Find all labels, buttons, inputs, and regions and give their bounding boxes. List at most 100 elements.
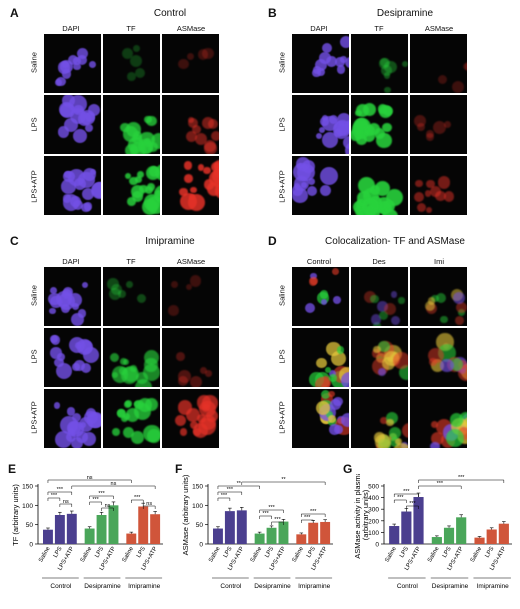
- significance-label: ***: [409, 501, 416, 507]
- y-axis-label: TF (arbitrary units): [11, 484, 20, 546]
- micrograph-tile: [103, 34, 160, 93]
- bar: [401, 511, 412, 544]
- micrograph-tile: [410, 389, 467, 448]
- group-label: Desipramine: [254, 583, 291, 590]
- micrograph-tile: [44, 267, 101, 326]
- bar: [213, 528, 223, 544]
- x-tick-label: LPS: [485, 546, 496, 559]
- micrograph-tile: [162, 34, 219, 93]
- micrograph-tile: [162, 267, 219, 326]
- significance-label: ***: [262, 511, 269, 517]
- significance-label: ***: [437, 481, 444, 487]
- y-axis-label: ASMase (arbitrary units): [181, 474, 190, 555]
- micrograph-tile: [410, 156, 467, 215]
- bar: [126, 533, 137, 544]
- significance-bracket: [101, 507, 114, 511]
- y-tick-label: 100: [22, 503, 33, 510]
- micrograph-tile: [162, 95, 219, 154]
- col-header-control: Control: [306, 257, 332, 266]
- bar: [486, 529, 497, 544]
- y-tick-label: 500: [368, 484, 379, 491]
- significance-bracket: [406, 505, 419, 509]
- x-tick-label: Saline: [250, 545, 264, 563]
- micrograph-tile: [351, 328, 408, 387]
- micrograph-tile: [351, 95, 408, 154]
- x-tick-label: Saline: [291, 545, 305, 563]
- bar: [498, 523, 509, 544]
- significance-bracket: [301, 513, 326, 517]
- micrograph-tile: [103, 156, 160, 215]
- significance-label: ns: [105, 503, 111, 509]
- bar: [389, 526, 400, 544]
- x-tick-label: Saline: [427, 545, 441, 563]
- micrograph-tile: [44, 156, 101, 215]
- micrograph-tile: [292, 95, 349, 154]
- significance-label: **: [281, 477, 286, 483]
- panel-letter-e: E: [8, 462, 17, 476]
- significance-bracket: [393, 493, 419, 497]
- significance-bracket: [217, 497, 231, 501]
- micrograph-tile: [351, 267, 408, 326]
- row-header-lps-atp: LPS+ATP: [29, 170, 39, 203]
- row-header-lps-atp: LPS+ATP: [277, 401, 287, 434]
- significance-bracket: [89, 495, 114, 499]
- significance-bracket: [47, 497, 61, 501]
- micrograph-tile: [292, 389, 349, 448]
- bar: [150, 514, 161, 544]
- group-label: Imipramine: [298, 583, 331, 590]
- micrograph-tile: [351, 34, 408, 93]
- x-tick-label: LPS: [136, 546, 147, 559]
- group-label: Control: [50, 583, 72, 590]
- micrograph-tile: [44, 389, 101, 448]
- bar: [138, 506, 149, 544]
- row-header-saline: Saline: [29, 285, 39, 306]
- y-tick-label: 150: [22, 484, 33, 491]
- bar: [413, 497, 424, 544]
- bar: [224, 511, 235, 544]
- bar-chart-asmase-activity: 0 100 200 300 400 500 ASMase activity in plasm…: [353, 474, 512, 590]
- bar: [474, 537, 485, 544]
- row-header-lps: LPS: [29, 349, 39, 364]
- micrograph-tile: [103, 95, 160, 154]
- panel-title-control: Control: [153, 8, 187, 19]
- x-tick-label: LPS: [442, 546, 453, 559]
- bar: [308, 522, 319, 544]
- panel-title-colocalization: Colocalization- TF and ASMase: [325, 236, 465, 247]
- group-label: Imipramine: [128, 583, 161, 590]
- significance-label: ***: [98, 491, 105, 497]
- panel-title-imipramine: Imipramine: [145, 236, 195, 247]
- significance-label: **: [237, 481, 242, 487]
- x-tick-label: Saline: [384, 545, 398, 563]
- significance-bracket: [89, 501, 102, 505]
- panel-letter-a: A: [10, 6, 19, 20]
- x-tick-label: Saline: [121, 545, 135, 563]
- col-header-asmase: ASMase: [424, 24, 454, 33]
- y-tick-label: 300: [368, 507, 379, 514]
- y-tick-label: 50: [196, 522, 204, 529]
- panel-letter-c: C: [10, 234, 19, 248]
- micrograph-tile: [351, 156, 408, 215]
- y-tick-label: 150: [192, 484, 203, 491]
- significance-bracket: [271, 521, 284, 525]
- y-tick-label: 100: [368, 530, 379, 537]
- row-header-saline: Saline: [277, 52, 287, 73]
- bar: [236, 510, 247, 544]
- significance-bracket: [131, 499, 144, 503]
- micrograph-tile: [292, 267, 349, 326]
- x-tick-label: Saline: [80, 545, 94, 563]
- bar: [456, 517, 467, 544]
- significance-label: ***: [458, 475, 465, 481]
- significance-bracket: [47, 479, 132, 483]
- y-tick-label: 400: [368, 495, 379, 502]
- significance-bracket: [301, 519, 314, 523]
- significance-label: ***: [221, 493, 228, 499]
- significance-bracket: [418, 479, 505, 483]
- x-tick-label: LPS: [53, 546, 64, 559]
- significance-label: ***: [268, 505, 275, 511]
- significance-label: ns: [87, 475, 93, 481]
- col-header-des: Des: [372, 257, 386, 266]
- micrograph-tile: [103, 328, 160, 387]
- bar: [320, 521, 331, 544]
- significance-bracket: [259, 515, 272, 519]
